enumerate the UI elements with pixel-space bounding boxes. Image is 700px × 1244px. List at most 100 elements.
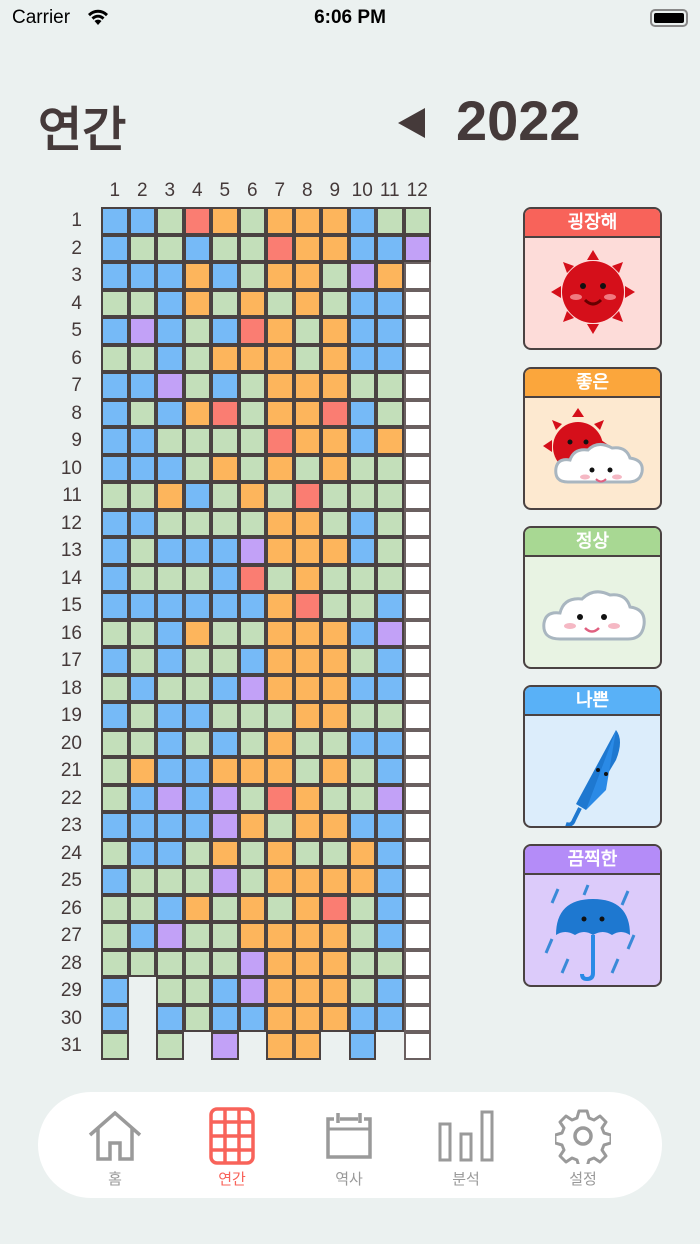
day-cell-good[interactable] <box>293 922 321 950</box>
day-cell-normal[interactable] <box>211 509 239 537</box>
day-cell-bad[interactable] <box>183 784 211 812</box>
day-cell-bad[interactable] <box>348 537 376 565</box>
day-cell-good[interactable] <box>183 619 211 647</box>
legend-card-terrible[interactable]: 끔찍한 <box>523 844 662 987</box>
day-cell-bad[interactable] <box>183 702 211 730</box>
day-cell-normal[interactable] <box>266 564 294 592</box>
day-cell-good[interactable] <box>293 674 321 702</box>
day-cell-bad[interactable] <box>211 977 239 1005</box>
day-cell-good[interactable] <box>293 509 321 537</box>
day-cell-good[interactable] <box>211 344 239 372</box>
day-cell-good[interactable] <box>376 262 404 290</box>
day-cell-bad[interactable] <box>128 372 156 400</box>
day-cell-bad[interactable] <box>183 812 211 840</box>
day-cell-normal[interactable] <box>403 207 431 235</box>
day-cell-good[interactable] <box>266 509 294 537</box>
day-cell-good[interactable] <box>293 234 321 262</box>
day-cell-unrecorded[interactable] <box>403 812 431 840</box>
day-cell-normal[interactable] <box>238 784 266 812</box>
day-cell-unrecorded[interactable] <box>403 592 431 620</box>
day-cell-good[interactable] <box>266 454 294 482</box>
day-cell-normal[interactable] <box>128 344 156 372</box>
day-cell-normal[interactable] <box>211 894 239 922</box>
day-cell-normal[interactable] <box>128 702 156 730</box>
day-cell-great[interactable] <box>321 399 349 427</box>
day-cell-bad[interactable] <box>211 262 239 290</box>
day-cell-bad[interactable] <box>101 867 129 895</box>
day-cell-unrecorded[interactable] <box>403 537 431 565</box>
day-cell-normal[interactable] <box>348 647 376 675</box>
day-cell-good[interactable] <box>348 839 376 867</box>
day-cell-bad[interactable] <box>156 1004 184 1032</box>
day-cell-bad[interactable] <box>101 1004 129 1032</box>
day-cell-bad[interactable] <box>211 729 239 757</box>
day-cell-good[interactable] <box>293 647 321 675</box>
day-cell-good[interactable] <box>293 702 321 730</box>
day-cell-normal[interactable] <box>211 427 239 455</box>
day-cell-normal[interactable] <box>376 564 404 592</box>
day-cell-normal[interactable] <box>101 674 129 702</box>
day-cell-normal[interactable] <box>238 867 266 895</box>
day-cell-bad[interactable] <box>376 839 404 867</box>
day-cell-bad[interactable] <box>348 619 376 647</box>
day-cell-normal[interactable] <box>266 894 294 922</box>
day-cell-good[interactable] <box>238 344 266 372</box>
day-cell-good[interactable] <box>266 317 294 345</box>
day-cell-good[interactable] <box>348 867 376 895</box>
day-cell-bad[interactable] <box>376 234 404 262</box>
day-cell-normal[interactable] <box>376 537 404 565</box>
day-cell-good[interactable] <box>321 537 349 565</box>
day-cell-normal[interactable] <box>211 619 239 647</box>
day-cell-bad[interactable] <box>211 317 239 345</box>
day-cell-bad[interactable] <box>376 977 404 1005</box>
day-cell-normal[interactable] <box>238 207 266 235</box>
legend-card-good[interactable]: 좋은 <box>523 367 662 510</box>
day-cell-good[interactable] <box>266 729 294 757</box>
day-cell-unrecorded[interactable] <box>403 1004 431 1032</box>
day-cell-bad[interactable] <box>128 812 156 840</box>
day-cell-bad[interactable] <box>211 674 239 702</box>
day-cell-good[interactable] <box>293 619 321 647</box>
day-cell-good[interactable] <box>211 839 239 867</box>
day-cell-bad[interactable] <box>183 592 211 620</box>
day-cell-bad[interactable] <box>238 1004 266 1032</box>
day-cell-unrecorded[interactable] <box>403 784 431 812</box>
day-cell-normal[interactable] <box>321 262 349 290</box>
legend-card-bad[interactable]: 나쁜 <box>523 685 662 828</box>
day-cell-normal[interactable] <box>293 454 321 482</box>
day-cell-normal[interactable] <box>321 482 349 510</box>
previous-year-button[interactable] <box>398 108 425 138</box>
day-cell-good[interactable] <box>266 839 294 867</box>
day-cell-normal[interactable] <box>128 729 156 757</box>
day-cell-bad[interactable] <box>101 537 129 565</box>
day-cell-terrible[interactable] <box>238 674 266 702</box>
tab-home[interactable]: 홈 <box>75 1106 155 1189</box>
day-cell-good[interactable] <box>211 757 239 785</box>
day-cell-normal[interactable] <box>211 702 239 730</box>
day-cell-bad[interactable] <box>128 839 156 867</box>
day-cell-normal[interactable] <box>183 977 211 1005</box>
day-cell-bad[interactable] <box>156 729 184 757</box>
day-cell-good[interactable] <box>266 647 294 675</box>
day-cell-normal[interactable] <box>211 234 239 262</box>
day-cell-good[interactable] <box>266 674 294 702</box>
day-cell-normal[interactable] <box>101 1032 129 1060</box>
day-cell-bad[interactable] <box>128 454 156 482</box>
day-cell-bad[interactable] <box>348 729 376 757</box>
day-cell-normal[interactable] <box>128 949 156 977</box>
day-cell-normal[interactable] <box>101 922 129 950</box>
day-cell-unrecorded[interactable] <box>403 509 431 537</box>
day-cell-good[interactable] <box>238 894 266 922</box>
day-cell-good[interactable] <box>293 1032 321 1060</box>
day-cell-normal[interactable] <box>238 399 266 427</box>
day-cell-bad[interactable] <box>101 399 129 427</box>
day-cell-bad[interactable] <box>156 289 184 317</box>
day-cell-unrecorded[interactable] <box>403 1032 431 1060</box>
day-cell-bad[interactable] <box>183 482 211 510</box>
day-cell-terrible[interactable] <box>156 372 184 400</box>
day-cell-bad[interactable] <box>238 592 266 620</box>
day-cell-good[interactable] <box>128 757 156 785</box>
day-cell-great[interactable] <box>238 317 266 345</box>
day-cell-good[interactable] <box>266 399 294 427</box>
day-cell-good[interactable] <box>321 344 349 372</box>
